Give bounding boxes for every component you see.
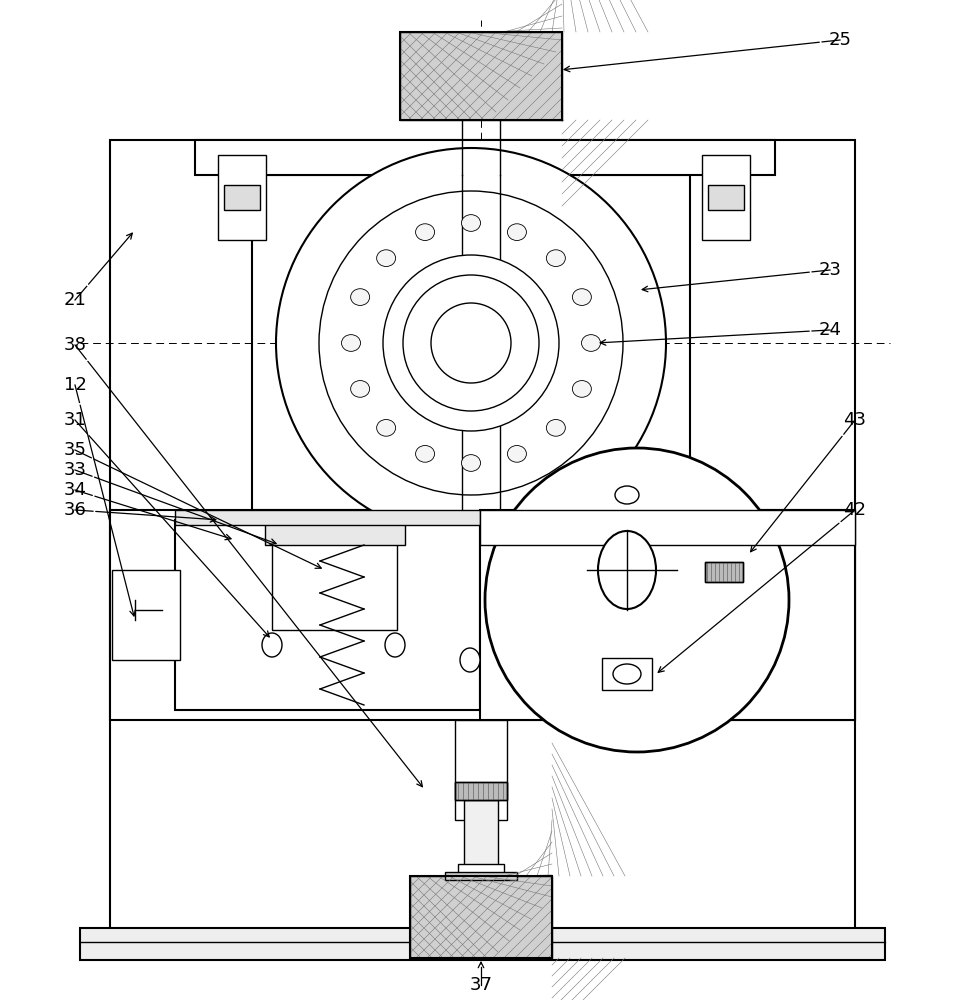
Ellipse shape: [460, 648, 480, 672]
Bar: [458, 864, 504, 880]
Bar: [80, 928, 885, 960]
Ellipse shape: [582, 335, 601, 351]
Ellipse shape: [598, 531, 656, 609]
Text: 33: 33: [64, 461, 87, 479]
Ellipse shape: [462, 215, 480, 231]
Circle shape: [276, 148, 666, 538]
Text: 36: 36: [64, 501, 86, 519]
Bar: [480, 510, 855, 720]
Ellipse shape: [573, 381, 591, 397]
Text: 24: 24: [818, 321, 841, 339]
Ellipse shape: [415, 224, 435, 240]
Ellipse shape: [377, 419, 396, 436]
Ellipse shape: [377, 250, 396, 267]
Bar: [705, 562, 743, 582]
Bar: [400, 32, 562, 120]
Ellipse shape: [351, 381, 370, 397]
Bar: [400, 32, 562, 120]
Bar: [455, 720, 507, 820]
Bar: [175, 510, 480, 525]
Ellipse shape: [351, 289, 370, 305]
Bar: [602, 658, 652, 690]
Bar: [224, 185, 260, 210]
Ellipse shape: [573, 289, 591, 305]
Circle shape: [431, 303, 511, 383]
Bar: [480, 510, 855, 545]
Ellipse shape: [615, 486, 639, 504]
Bar: [272, 540, 397, 630]
Ellipse shape: [547, 250, 565, 267]
Circle shape: [319, 191, 623, 495]
Bar: [455, 782, 507, 800]
Bar: [175, 520, 480, 710]
Text: 21: 21: [64, 291, 86, 309]
Bar: [195, 140, 775, 175]
Circle shape: [485, 448, 789, 752]
Ellipse shape: [507, 446, 526, 462]
Circle shape: [383, 255, 559, 431]
Ellipse shape: [613, 664, 641, 684]
Bar: [112, 570, 180, 660]
Bar: [265, 517, 405, 545]
Text: 37: 37: [469, 976, 493, 994]
Bar: [218, 155, 266, 240]
Text: 12: 12: [64, 376, 86, 394]
Text: 31: 31: [64, 411, 86, 429]
Bar: [445, 872, 517, 880]
Ellipse shape: [385, 633, 405, 657]
Text: 23: 23: [818, 261, 841, 279]
Bar: [110, 140, 855, 930]
Bar: [464, 800, 498, 870]
Text: 34: 34: [64, 481, 87, 499]
Text: 42: 42: [843, 501, 867, 519]
Bar: [410, 876, 552, 958]
Bar: [455, 782, 507, 800]
Ellipse shape: [507, 224, 526, 240]
Ellipse shape: [547, 419, 565, 436]
Bar: [410, 876, 552, 958]
Ellipse shape: [262, 633, 282, 657]
Ellipse shape: [415, 446, 435, 462]
Text: 38: 38: [64, 336, 86, 354]
Text: 43: 43: [843, 411, 867, 429]
Bar: [110, 510, 855, 720]
Bar: [705, 562, 743, 582]
Ellipse shape: [462, 455, 480, 471]
Text: 25: 25: [829, 31, 851, 49]
Ellipse shape: [342, 335, 360, 351]
Text: 35: 35: [64, 441, 87, 459]
Circle shape: [403, 275, 539, 411]
Bar: [708, 185, 744, 210]
Bar: [252, 175, 690, 510]
Bar: [702, 155, 750, 240]
